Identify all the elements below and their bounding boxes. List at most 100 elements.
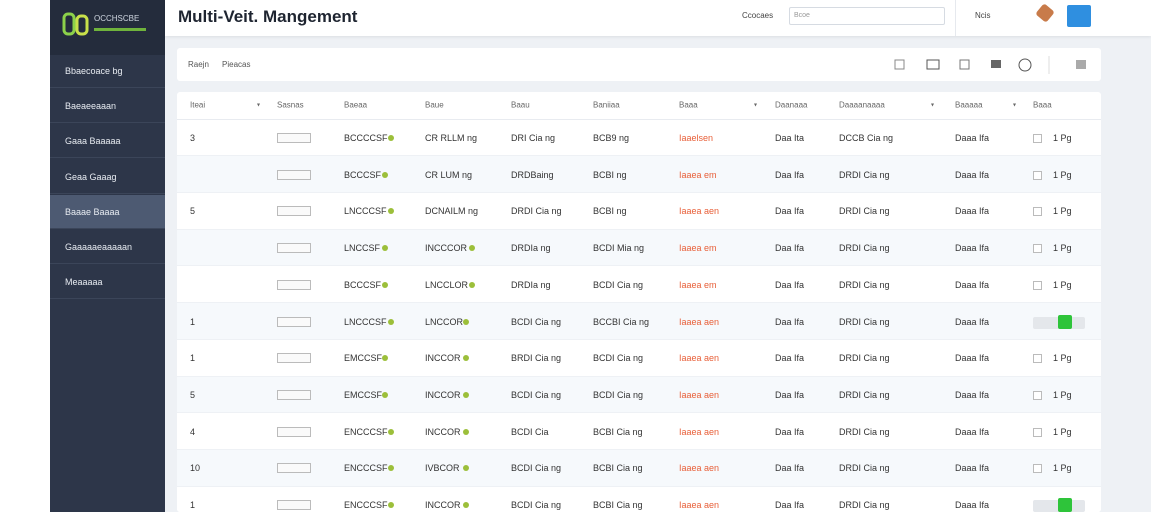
row-checkbox[interactable] bbox=[1033, 280, 1042, 290]
table-cell: 10 bbox=[190, 463, 201, 474]
row-checkbox[interactable] bbox=[1033, 134, 1042, 143]
logo-text: OCCHSCBE bbox=[94, 14, 140, 23]
table-cell: Daaa Ifa bbox=[955, 243, 990, 254]
row-switch-box[interactable] bbox=[277, 500, 311, 510]
search-input[interactable]: Bcoe bbox=[789, 7, 945, 25]
table-cell: DRDI Cia ng bbox=[839, 500, 890, 510]
row-checkbox[interactable] bbox=[1033, 207, 1042, 217]
icon[interactable] bbox=[926, 59, 940, 70]
header-border bbox=[177, 119, 1101, 120]
table-cell: BCDI Cia ng bbox=[593, 389, 644, 400]
row-switch-box[interactable] bbox=[277, 243, 311, 254]
table-cell: BCDI Cia ng bbox=[511, 463, 562, 474]
menu-item[interactable]: Gaaaaaeaaaaan bbox=[50, 230, 165, 264]
search-label: Ccocaes bbox=[742, 11, 774, 20]
toolbar-label: Raejn bbox=[188, 60, 209, 69]
table-cell: Daaa Ifa bbox=[955, 316, 990, 327]
status-dot bbox=[388, 502, 395, 508]
menu-item[interactable]: Baaae Baaaa bbox=[50, 194, 165, 229]
icon[interactable] bbox=[991, 60, 1001, 68]
menu-item[interactable]: Baeaeeaaan bbox=[50, 89, 165, 124]
icon[interactable] bbox=[1076, 60, 1086, 69]
status-dot bbox=[388, 465, 395, 472]
table-cell: INCCOR bbox=[425, 500, 461, 510]
table-cell: Daa Ifa bbox=[775, 389, 805, 400]
row-checkbox[interactable] bbox=[1033, 170, 1042, 180]
icon[interactable] bbox=[1018, 58, 1032, 72]
row-switch-box[interactable] bbox=[277, 133, 311, 143]
sort-icon[interactable]: ▾ bbox=[931, 102, 935, 109]
notice[interactable]: Ncis bbox=[975, 11, 991, 20]
table-cell: BCBI Cia ng bbox=[593, 426, 643, 437]
table-cell: Daa Ifa bbox=[775, 169, 805, 180]
menu-item[interactable]: Meaaaaa bbox=[50, 265, 165, 300]
row-switch-box[interactable] bbox=[277, 353, 311, 364]
table-row bbox=[177, 193, 1101, 230]
row-switch-box[interactable] bbox=[277, 169, 311, 180]
table-row bbox=[177, 376, 1101, 414]
menu-item[interactable]: Geaa Gaaag bbox=[50, 160, 165, 194]
status-dot bbox=[469, 245, 476, 252]
page-title: Multi-Veit. Mangement bbox=[178, 7, 358, 26]
table-cell: Daaa Ifa bbox=[955, 500, 990, 510]
table-cell: Daa Ifa bbox=[775, 243, 805, 254]
table-cell: EMCCSF bbox=[344, 389, 382, 400]
logo-bar bbox=[94, 28, 146, 31]
table-cell: LNCCCSF bbox=[344, 206, 387, 217]
column-header: Daaaanaaaa bbox=[839, 100, 885, 110]
row-switch-box[interactable] bbox=[277, 426, 311, 437]
table-cell: 1 Pg bbox=[1053, 353, 1072, 364]
table-cell: Daaa Ifa bbox=[955, 133, 990, 143]
column-header: Sasnas bbox=[277, 100, 304, 110]
table-cell: 1 bbox=[190, 500, 196, 510]
menu-item[interactable]: Gaaa Baaaaa bbox=[50, 124, 165, 159]
table-cell: Daa Ifa bbox=[775, 206, 805, 217]
row-checkbox[interactable] bbox=[1033, 464, 1042, 474]
row-switch-box[interactable] bbox=[277, 463, 311, 474]
menu-item[interactable]: Bbaecoace bg bbox=[50, 54, 165, 88]
sort-icon[interactable]: ▾ bbox=[754, 102, 758, 109]
table-cell: BCDI Cia ng bbox=[511, 316, 562, 327]
table-cell: Iaaelsen bbox=[679, 133, 714, 143]
table: Iteai ▾ Sasnas Baeaa Baue Baau Baniiaa Baaa ▾ Daa… bbox=[177, 92, 1101, 512]
row-switch-box[interactable] bbox=[277, 316, 311, 327]
user-avatar[interactable] bbox=[1035, 3, 1055, 23]
sort-icon[interactable]: ▾ bbox=[1013, 102, 1017, 109]
column-header: Baeaa bbox=[344, 100, 368, 110]
status-dot bbox=[462, 502, 469, 508]
table-row bbox=[177, 119, 1101, 157]
table-cell: DRI Cia ng bbox=[511, 133, 556, 143]
table-cell: Daaa Ifa bbox=[955, 206, 990, 217]
table-cell: DRDI Cia ng bbox=[839, 243, 890, 254]
row-checkbox[interactable] bbox=[1033, 354, 1042, 364]
status-dot bbox=[462, 428, 469, 435]
table-cell: Daa Ifa bbox=[775, 279, 805, 290]
row-checkbox[interactable] bbox=[1033, 390, 1042, 400]
sort-icon[interactable]: ▾ bbox=[257, 102, 261, 109]
toolbar-filter[interactable]: Pieacas bbox=[222, 60, 251, 69]
icon[interactable] bbox=[894, 59, 905, 70]
table-cell: 1 Pg bbox=[1053, 133, 1072, 143]
table-cell: 1 Pg bbox=[1053, 279, 1072, 290]
table-cell: CR RLLM ng bbox=[425, 133, 478, 143]
grid-button[interactable] bbox=[1067, 5, 1091, 27]
table-cell: 5 bbox=[190, 206, 196, 217]
row-checkbox[interactable] bbox=[1033, 244, 1042, 254]
table-row bbox=[177, 339, 1101, 377]
table-cell: INCCOR bbox=[425, 353, 461, 364]
table-cell: ENCCCSF bbox=[344, 463, 388, 474]
table-cell: BCDI Cia ng bbox=[511, 500, 562, 510]
table-cell: BCDI Cia ng bbox=[593, 353, 644, 364]
row-switch-box[interactable] bbox=[277, 389, 311, 400]
sidebar bbox=[50, 0, 165, 512]
row-checkbox[interactable] bbox=[1033, 427, 1042, 437]
column-header: Baaa bbox=[1033, 100, 1052, 110]
table-cell: DCNAILM ng bbox=[425, 206, 479, 217]
row-switch-box[interactable] bbox=[277, 206, 311, 217]
row-switch-box[interactable] bbox=[277, 279, 311, 290]
icon[interactable] bbox=[959, 59, 970, 70]
table-cell: 1 bbox=[190, 353, 196, 364]
status-dot bbox=[381, 281, 388, 288]
table-cell: DRDI Cia ng bbox=[839, 353, 890, 364]
table-cell: Daaa Ifa bbox=[955, 169, 990, 180]
